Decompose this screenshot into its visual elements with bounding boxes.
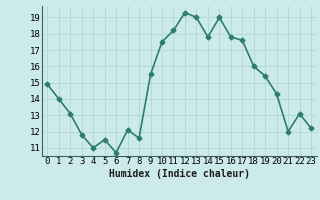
X-axis label: Humidex (Indice chaleur): Humidex (Indice chaleur) — [109, 169, 250, 179]
